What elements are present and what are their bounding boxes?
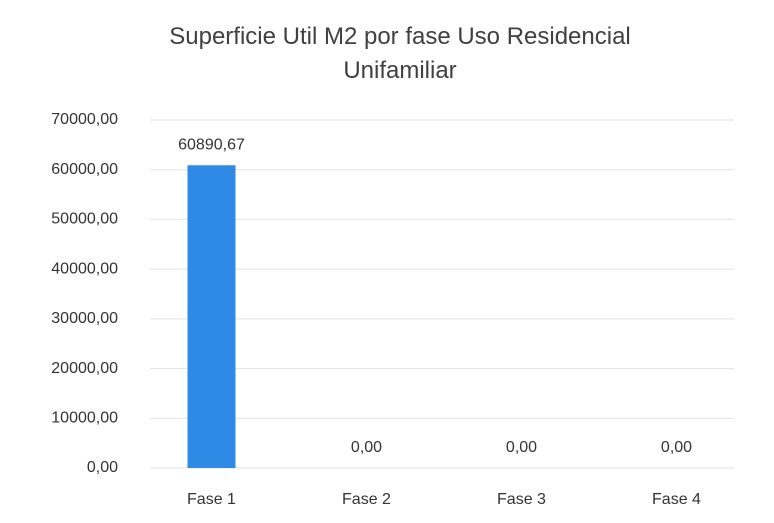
x-tick-label: Fase 3 bbox=[497, 491, 546, 508]
data-label: 60890,67 bbox=[178, 137, 245, 154]
bar bbox=[187, 165, 236, 468]
data-label: 0,00 bbox=[351, 439, 382, 456]
y-tick-label: 10000,00 bbox=[51, 410, 118, 427]
data-label: 0,00 bbox=[661, 439, 692, 456]
x-tick-label: Fase 1 bbox=[187, 491, 236, 508]
x-tick-label: Fase 2 bbox=[342, 491, 391, 508]
y-tick-label: 70000,00 bbox=[51, 111, 118, 128]
y-tick-label: 60000,00 bbox=[51, 161, 118, 178]
y-tick-label: 40000,00 bbox=[51, 260, 118, 277]
chart-title: Superficie Util M2 por fase Uso Residenc… bbox=[169, 23, 631, 84]
y-tick-label: 50000,00 bbox=[51, 211, 118, 228]
x-tick-label: Fase 4 bbox=[652, 491, 701, 508]
data-label: 0,00 bbox=[506, 439, 537, 456]
y-tick-label: 30000,00 bbox=[51, 310, 118, 327]
y-tick-label: 20000,00 bbox=[51, 360, 118, 377]
y-tick-label: 0,00 bbox=[87, 459, 118, 476]
